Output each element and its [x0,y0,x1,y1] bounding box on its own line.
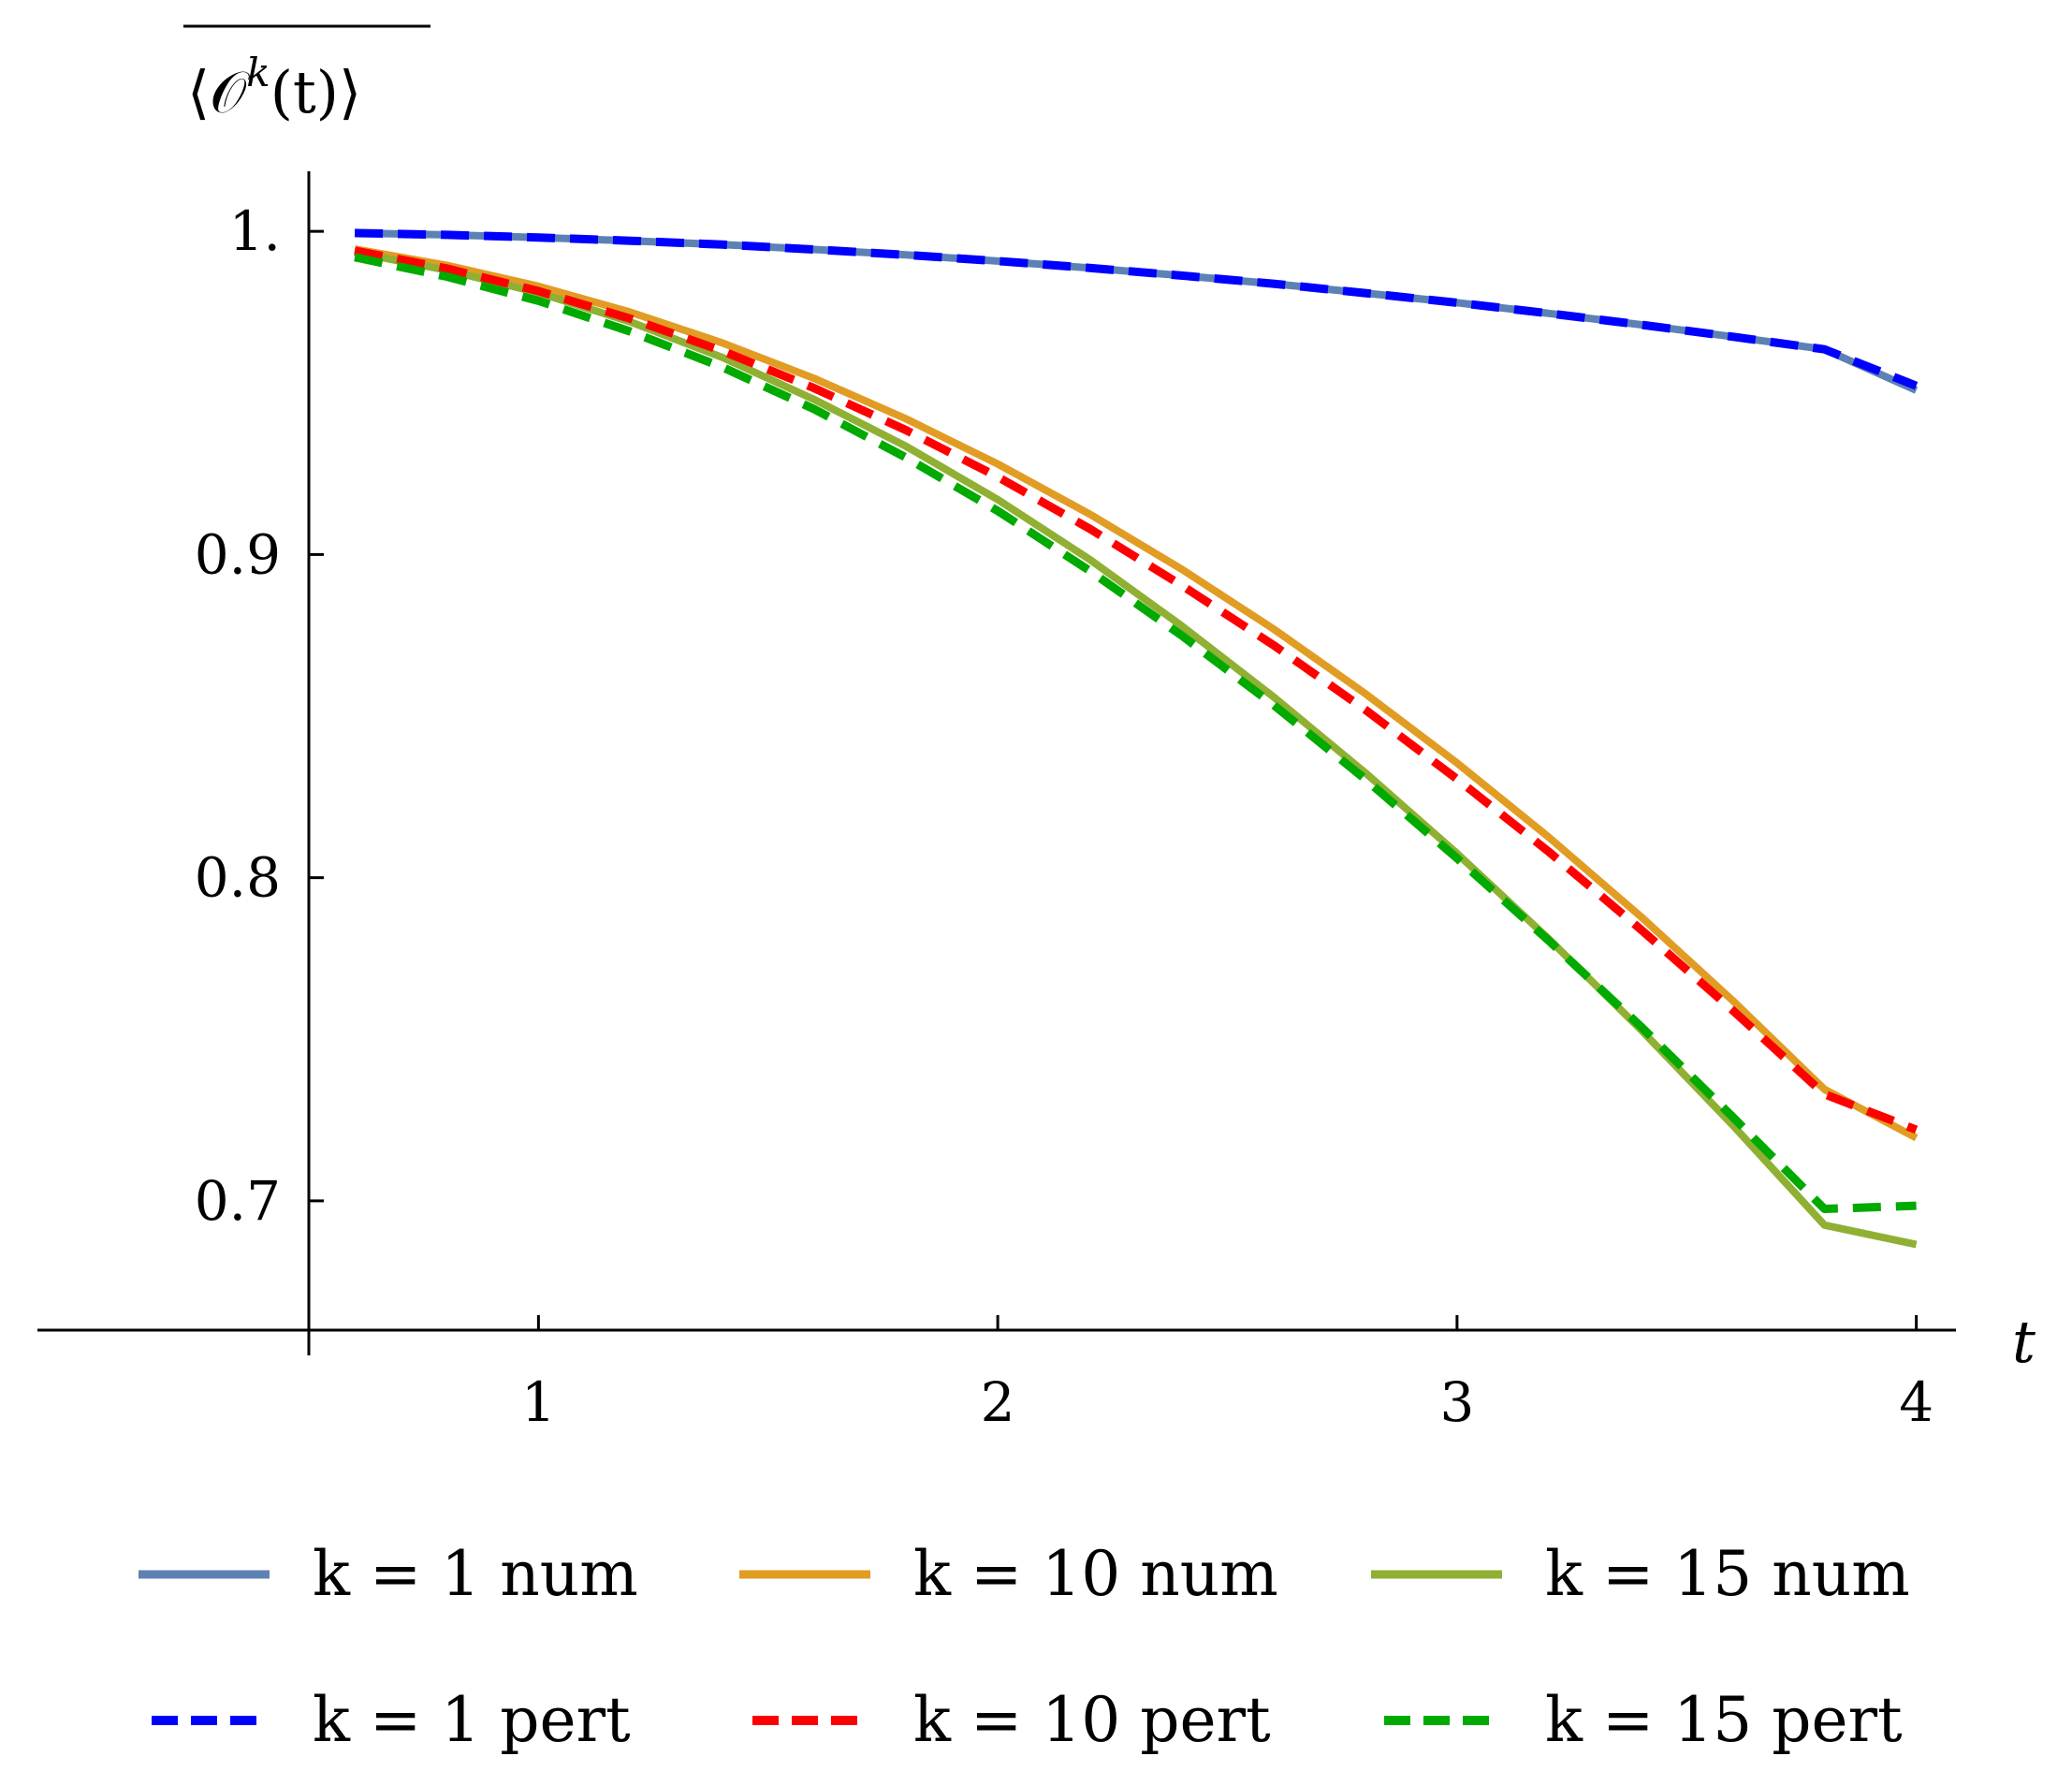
axes: 1 2 3 4 0.7 0.8 0.9 1. [37,171,1956,1434]
legend-item-k-10pert: k = 10 pert [752,1684,1271,1756]
series-k-15pert [354,253,1917,1213]
svg-text:⟨𝒪k(t)⟩: ⟨𝒪k(t)⟩ [187,50,361,126]
x-tick-label-1: 1 [521,1370,556,1434]
legend-label-k-10num: k = 10 num [913,1538,1278,1610]
series-line-k-15num [354,248,1918,1249]
legend: k = 1 num k = 10 num k = 15 num k = 1 pert k… [139,1538,1910,1756]
x-tick-label-4: 4 [1899,1370,1933,1434]
legend-label-k-15num: k = 15 num [1545,1538,1910,1610]
legend-label-k-15pert: k = 15 pert [1545,1684,1903,1756]
x-tick-label-2: 2 [981,1370,1015,1434]
series-k-15num [354,248,1918,1249]
legend-item-k-10num: k = 10 num [739,1538,1278,1610]
plot-series [354,228,1919,1249]
series-k-10num [354,245,1919,1142]
legend-item-k-1num: k = 1 num [139,1538,638,1610]
x-axis-title: t [2012,1308,2036,1376]
legend-item-k-15num: k = 15 num [1371,1538,1910,1610]
series-k-10pert [354,246,1919,1134]
legend-label-k-1pert: k = 1 pert [313,1684,631,1756]
legend-label-k-10pert: k = 10 pert [913,1684,1271,1756]
series-k-1pert [354,228,1919,390]
y-axis-title-main: ⟨𝒪 [187,58,250,126]
y-tick-label-0.7: 0.7 [195,1169,281,1233]
legend-item-k-15pert: k = 15 pert [1384,1684,1903,1756]
y-axis-title: ⟨𝒪k(t)⟩ [183,24,430,126]
y-axis-title-sup: k [246,50,270,95]
y-tick-label-0.9: 0.9 [195,522,281,586]
y-tick-label-1.: 1. [229,199,281,263]
y-tick-label-0.8: 0.8 [195,846,281,910]
series-line-k-15pert [354,253,1917,1213]
y-axis-title-tail: (t)⟩ [270,58,361,126]
series-line-k-10pert [354,246,1919,1134]
series-line-k-1pert [355,228,1919,390]
legend-label-k-1num: k = 1 num [313,1538,638,1610]
legend-item-k-1pert: k = 1 pert [152,1684,631,1756]
series-line-k-10num [354,245,1919,1142]
x-tick-label-3: 3 [1439,1370,1474,1434]
